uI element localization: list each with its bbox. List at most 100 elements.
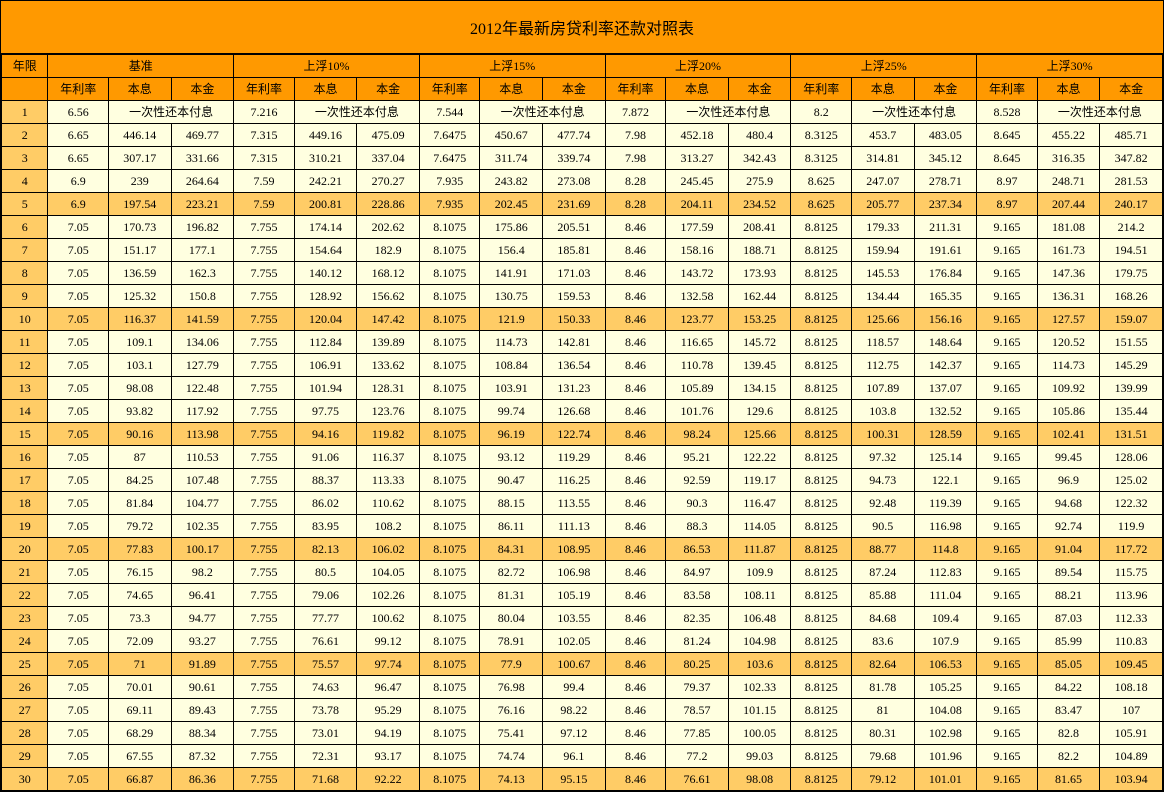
cell-14-4-p: 132.52 — [914, 400, 977, 423]
cell-8-5-p: 179.75 — [1100, 262, 1163, 285]
cell-22-4-pi: 85.88 — [851, 584, 914, 607]
cell-14-1-pi: 97.75 — [294, 400, 357, 423]
cell-year-14: 14 — [2, 400, 48, 423]
cell-29-3-p: 99.03 — [728, 745, 791, 768]
cell-23-4-pi: 84.68 — [851, 607, 914, 630]
cell-16-4-pi: 97.32 — [851, 446, 914, 469]
cell-22-2-rate: 8.1075 — [419, 584, 480, 607]
cell-25-4-p: 106.53 — [914, 653, 977, 676]
table-wrapper: 2012年最新房贷利率还款对照表 年限基准上浮10%上浮15%上浮20%上浮25… — [0, 0, 1164, 792]
cell-29-3-pi: 77.2 — [666, 745, 729, 768]
cell-23-2-pi: 80.04 — [480, 607, 543, 630]
col-sub-4-0: 年利率 — [791, 78, 852, 101]
cell-13-1-rate: 7.755 — [234, 377, 295, 400]
cell-7-1-rate: 7.755 — [234, 239, 295, 262]
cell-9-2-p: 159.53 — [543, 285, 606, 308]
cell-27-0-pi: 69.11 — [108, 699, 171, 722]
cell-13-0-rate: 7.05 — [48, 377, 109, 400]
cell-6-2-pi: 175.86 — [480, 216, 543, 239]
cell-19-2-pi: 86.11 — [480, 515, 543, 538]
cell-23-4-rate: 8.8125 — [791, 607, 852, 630]
cell-11-3-p: 145.72 — [728, 331, 791, 354]
cell-3-3-rate: 7.98 — [605, 147, 666, 170]
cell-21-2-rate: 8.1075 — [419, 561, 480, 584]
cell-15-1-p: 119.82 — [357, 423, 420, 446]
cell-year-24: 24 — [2, 630, 48, 653]
cell-8-1-p: 168.12 — [357, 262, 420, 285]
cell-27-3-rate: 8.46 — [605, 699, 666, 722]
cell-16-1-pi: 91.06 — [294, 446, 357, 469]
cell-15-0-rate: 7.05 — [48, 423, 109, 446]
cell-1-3-special: 一次性还本付息 — [666, 101, 791, 124]
cell-30-5-rate: 9.165 — [977, 768, 1038, 791]
cell-2-2-rate: 7.6475 — [419, 124, 480, 147]
cell-16-2-rate: 8.1075 — [419, 446, 480, 469]
cell-9-1-p: 156.62 — [357, 285, 420, 308]
cell-26-5-rate: 9.165 — [977, 676, 1038, 699]
cell-27-5-pi: 83.47 — [1037, 699, 1100, 722]
cell-year-19: 19 — [2, 515, 48, 538]
cell-20-1-rate: 7.755 — [234, 538, 295, 561]
cell-2-0-pi: 446.14 — [108, 124, 171, 147]
cell-26-0-p: 90.61 — [171, 676, 234, 699]
cell-18-3-pi: 90.3 — [666, 492, 729, 515]
cell-26-3-rate: 8.46 — [605, 676, 666, 699]
cell-2-0-p: 469.77 — [171, 124, 234, 147]
cell-19-0-pi: 79.72 — [108, 515, 171, 538]
cell-24-2-p: 102.05 — [543, 630, 606, 653]
cell-10-5-rate: 9.165 — [977, 308, 1038, 331]
cell-14-5-p: 135.44 — [1100, 400, 1163, 423]
cell-year-16: 16 — [2, 446, 48, 469]
cell-3-2-rate: 7.6475 — [419, 147, 480, 170]
cell-15-1-rate: 7.755 — [234, 423, 295, 446]
cell-17-1-p: 113.33 — [357, 469, 420, 492]
col-year-blank — [2, 78, 48, 101]
cell-18-2-p: 113.55 — [543, 492, 606, 515]
cell-9-5-pi: 136.31 — [1037, 285, 1100, 308]
cell-13-4-rate: 8.8125 — [791, 377, 852, 400]
cell-8-1-pi: 140.12 — [294, 262, 357, 285]
cell-7-3-p: 188.71 — [728, 239, 791, 262]
cell-20-4-pi: 88.77 — [851, 538, 914, 561]
cell-20-1-pi: 82.13 — [294, 538, 357, 561]
cell-8-4-p: 176.84 — [914, 262, 977, 285]
cell-10-1-p: 147.42 — [357, 308, 420, 331]
cell-8-4-rate: 8.8125 — [791, 262, 852, 285]
cell-16-1-p: 116.37 — [357, 446, 420, 469]
cell-15-1-pi: 94.16 — [294, 423, 357, 446]
cell-27-4-p: 104.08 — [914, 699, 977, 722]
cell-26-2-p: 99.4 — [543, 676, 606, 699]
cell-28-4-rate: 8.8125 — [791, 722, 852, 745]
cell-30-5-p: 103.94 — [1100, 768, 1163, 791]
cell-year-27: 27 — [2, 699, 48, 722]
cell-28-0-p: 88.34 — [171, 722, 234, 745]
cell-19-3-rate: 8.46 — [605, 515, 666, 538]
col-sub-0-1: 本息 — [108, 78, 171, 101]
col-sub-4-2: 本金 — [914, 78, 977, 101]
cell-13-2-pi: 103.91 — [480, 377, 543, 400]
cell-4-1-pi: 242.21 — [294, 170, 357, 193]
loan-table: 年限基准上浮10%上浮15%上浮20%上浮25%上浮30%年利率本息本金年利率本… — [1, 54, 1163, 791]
cell-24-5-rate: 9.165 — [977, 630, 1038, 653]
cell-7-5-p: 194.51 — [1100, 239, 1163, 262]
cell-5-4-p: 237.34 — [914, 193, 977, 216]
cell-26-0-pi: 70.01 — [108, 676, 171, 699]
cell-2-1-pi: 449.16 — [294, 124, 357, 147]
cell-11-0-rate: 7.05 — [48, 331, 109, 354]
cell-27-2-p: 98.22 — [543, 699, 606, 722]
cell-15-4-pi: 100.31 — [851, 423, 914, 446]
cell-4-4-p: 278.71 — [914, 170, 977, 193]
cell-5-2-rate: 7.935 — [419, 193, 480, 216]
cell-8-0-pi: 136.59 — [108, 262, 171, 285]
cell-7-4-rate: 8.8125 — [791, 239, 852, 262]
cell-25-2-rate: 8.1075 — [419, 653, 480, 676]
cell-21-4-pi: 87.24 — [851, 561, 914, 584]
cell-24-1-rate: 7.755 — [234, 630, 295, 653]
cell-17-4-p: 122.1 — [914, 469, 977, 492]
cell-1-4-special: 一次性还本付息 — [851, 101, 976, 124]
cell-3-4-p: 345.12 — [914, 147, 977, 170]
cell-25-2-pi: 77.9 — [480, 653, 543, 676]
cell-2-3-pi: 452.18 — [666, 124, 729, 147]
cell-27-3-p: 101.15 — [728, 699, 791, 722]
cell-6-5-p: 214.2 — [1100, 216, 1163, 239]
